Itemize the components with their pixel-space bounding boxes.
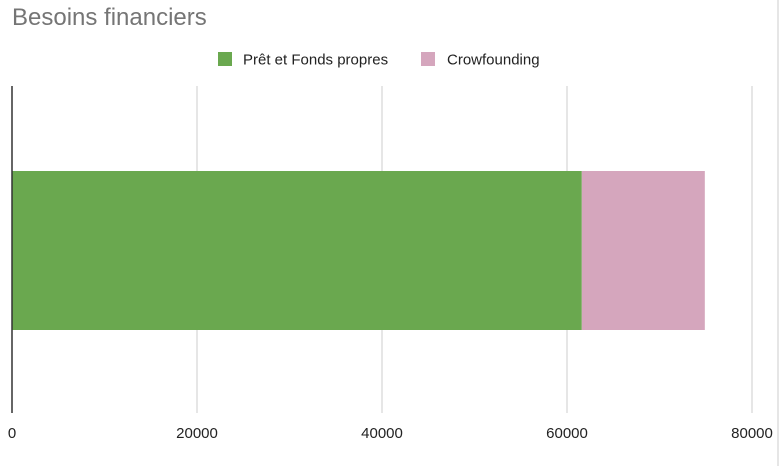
x-tick-label: 80000 bbox=[731, 425, 773, 442]
legend-swatch-2 bbox=[421, 52, 435, 66]
bar-segment-1[interactable] bbox=[12, 171, 582, 330]
x-tick-label: 60000 bbox=[546, 425, 588, 442]
x-tick-label: 40000 bbox=[361, 425, 403, 442]
legend-label-2: Crowfounding bbox=[447, 52, 540, 69]
x-tick-label: 0 bbox=[8, 425, 16, 442]
legend-label-1: Prêt et Fonds propres bbox=[243, 52, 388, 69]
bar-segment-2[interactable] bbox=[581, 171, 705, 330]
legend-swatch-1 bbox=[218, 52, 232, 66]
x-tick-label: 20000 bbox=[176, 425, 218, 442]
frame-edge bbox=[777, 0, 779, 466]
chart-title: Besoins financiers bbox=[12, 4, 207, 31]
